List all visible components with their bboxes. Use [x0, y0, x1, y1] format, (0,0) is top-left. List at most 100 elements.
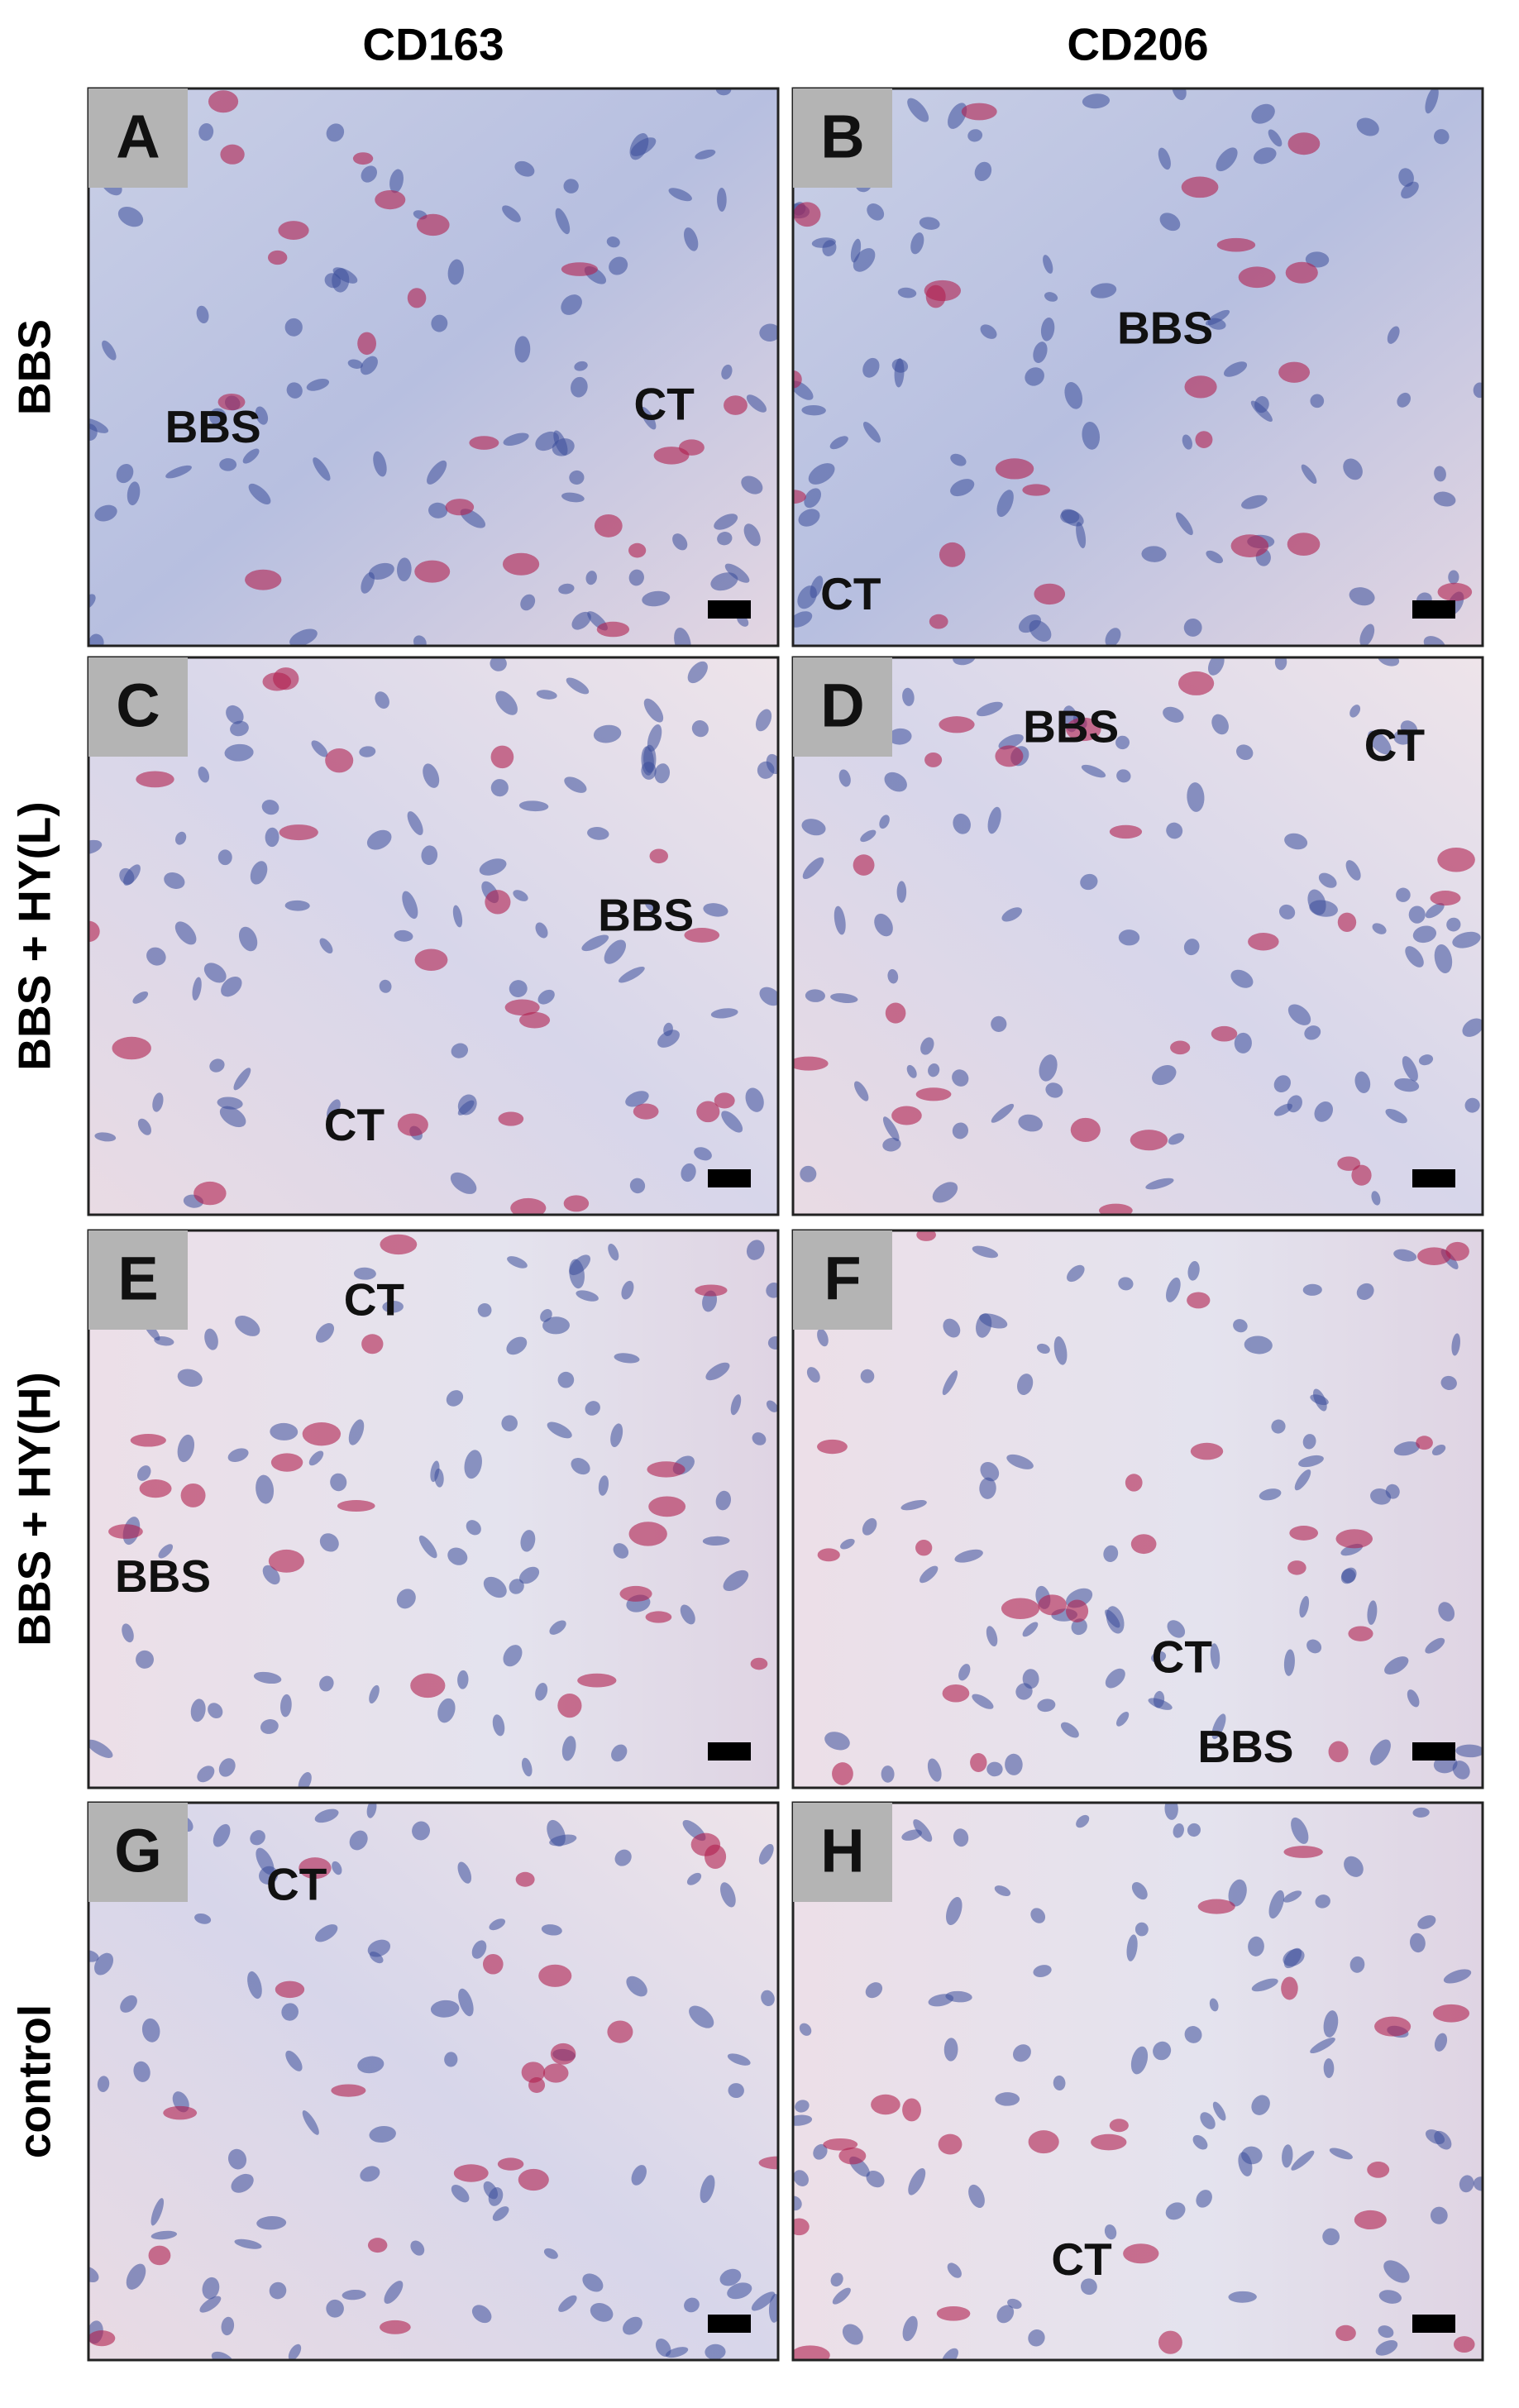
- stained-cell: [1335, 2324, 1356, 2342]
- nucleus: [724, 563, 750, 583]
- nucleus: [457, 1100, 475, 1116]
- nucleus: [569, 1254, 591, 1276]
- nucleus: [1036, 1343, 1050, 1354]
- nucleus: [375, 691, 389, 709]
- nucleus: [564, 776, 587, 793]
- stained-cell: [916, 1230, 936, 1241]
- nucleus: [270, 1422, 299, 1440]
- nucleus: [158, 1544, 174, 1559]
- nucleus: [882, 1137, 901, 1152]
- nucleus: [136, 1650, 154, 1669]
- panel-image: [88, 88, 778, 646]
- nucleus: [1216, 147, 1238, 172]
- nucleus: [1060, 509, 1080, 524]
- nucleus: [1131, 1882, 1148, 1900]
- nucleus: [353, 1267, 376, 1280]
- region-label: CT: [266, 1858, 327, 1909]
- stained-cell: [407, 288, 427, 308]
- nucleus: [860, 1369, 875, 1383]
- nucleus: [1076, 522, 1087, 549]
- nucleus: [986, 1626, 998, 1646]
- nucleus: [261, 800, 279, 815]
- nucleus: [1030, 1908, 1046, 1923]
- nucleus: [137, 1465, 151, 1481]
- scale-bar: [708, 2315, 751, 2333]
- nucleus: [1302, 1283, 1322, 1296]
- nucleus: [342, 2289, 366, 2300]
- nucleus: [687, 661, 708, 684]
- region-label: BBS: [1197, 1721, 1293, 1772]
- panel-border: [87, 87, 780, 647]
- nucleus: [488, 2187, 504, 2206]
- nucleus: [1167, 1620, 1186, 1638]
- nucleus: [1401, 181, 1419, 199]
- nucleus: [874, 913, 893, 937]
- nucleus: [950, 453, 967, 466]
- nucleus: [1028, 2329, 1045, 2347]
- nucleus: [520, 1530, 536, 1552]
- panel: A BBS CT: [87, 87, 780, 647]
- nucleus: [795, 2100, 810, 2113]
- nucleus: [830, 993, 858, 1004]
- nucleus: [289, 628, 318, 646]
- nucleus: [998, 733, 1024, 750]
- nucleus: [1329, 2148, 1353, 2160]
- nucleus: [1372, 923, 1387, 934]
- nucleus: [752, 1432, 767, 1445]
- region-label: BBS: [1023, 701, 1119, 752]
- nucleus: [450, 1172, 477, 1194]
- tissue-texture: [88, 657, 778, 1215]
- panel-letter: C: [116, 671, 160, 740]
- row-label: BBS + HY(L): [9, 801, 60, 1070]
- stained-cell: [793, 202, 821, 227]
- nucleus: [1462, 1018, 1483, 1037]
- nucleus: [501, 1415, 518, 1431]
- nucleus: [721, 364, 733, 380]
- nucleus: [547, 1421, 572, 1439]
- stained-cell: [1230, 534, 1269, 557]
- stained-cell: [902, 2098, 921, 2122]
- nucleus: [1053, 1336, 1068, 1365]
- nucleus: [801, 819, 826, 836]
- nucleus: [932, 1182, 958, 1203]
- stained-cell: [714, 1092, 735, 1109]
- nucleus: [947, 2262, 962, 2278]
- nucleus: [164, 872, 185, 889]
- nucleus: [913, 1819, 933, 1842]
- nucleus: [1248, 1936, 1264, 1956]
- nucleus: [884, 772, 907, 792]
- stained-cell: [649, 848, 669, 864]
- nucleus: [561, 1736, 576, 1761]
- stained-cell: [696, 1101, 720, 1123]
- nucleus: [721, 1111, 743, 1133]
- nucleus: [190, 1698, 206, 1722]
- nucleus: [347, 359, 363, 369]
- panel: C BBS CT: [87, 656, 780, 1216]
- nucleus: [907, 98, 929, 122]
- column-header: CD163: [362, 19, 504, 70]
- nucleus: [213, 1823, 231, 1847]
- stained-cell: [352, 152, 374, 165]
- nucleus: [502, 205, 521, 222]
- nucleus: [862, 357, 880, 378]
- nucleus: [689, 2005, 714, 2028]
- nucleus: [665, 2347, 689, 2358]
- scale-bar: [1412, 1169, 1455, 1187]
- stained-cell: [1099, 1203, 1133, 1215]
- stained-cell: [1351, 1164, 1372, 1186]
- nucleus: [447, 1547, 468, 1565]
- stained-cell: [853, 854, 875, 876]
- stained-cell: [416, 213, 450, 236]
- stained-cell: [542, 2063, 569, 2083]
- stained-cell: [136, 771, 174, 788]
- nucleus: [1356, 117, 1379, 136]
- nucleus: [793, 611, 813, 628]
- stained-cell: [504, 999, 540, 1016]
- nucleus: [609, 256, 628, 275]
- nucleus: [1283, 1649, 1295, 1676]
- nucleus: [315, 1924, 338, 1942]
- stained-cell: [1190, 1442, 1224, 1460]
- nucleus: [120, 1995, 137, 2013]
- nucleus: [457, 1861, 472, 1884]
- nucleus: [535, 431, 560, 452]
